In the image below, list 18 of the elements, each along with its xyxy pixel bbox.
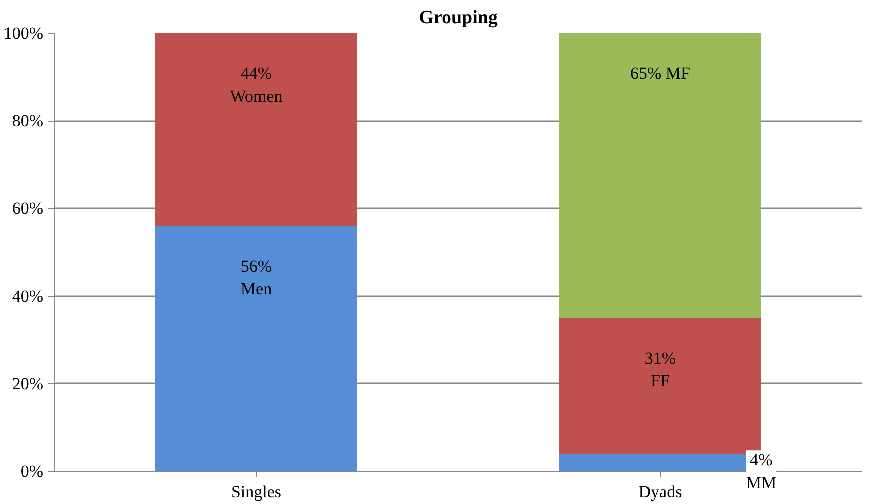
data-label: 65% MF xyxy=(630,64,690,84)
bar xyxy=(560,34,762,318)
y-tick-label: 100% xyxy=(4,24,44,43)
chart-title: Grouping xyxy=(419,8,498,28)
y-tick-label: 80% xyxy=(12,112,44,131)
y-tick-label: 0% xyxy=(20,462,44,481)
y-tick-label: 40% xyxy=(12,286,44,306)
x-tick-label: Singles xyxy=(231,482,282,502)
bar xyxy=(156,226,358,472)
bar xyxy=(156,34,358,226)
y-tick-label: 20% xyxy=(12,374,44,394)
bar xyxy=(560,318,762,454)
data-label: 31% FF xyxy=(644,348,676,391)
data-label: 4% MM xyxy=(746,450,777,492)
x-tick-label: Dyads xyxy=(638,482,682,502)
data-label: 56% Men xyxy=(240,256,273,299)
y-tick-label: 60% xyxy=(12,199,44,218)
data-label: 44% Women xyxy=(230,64,284,106)
